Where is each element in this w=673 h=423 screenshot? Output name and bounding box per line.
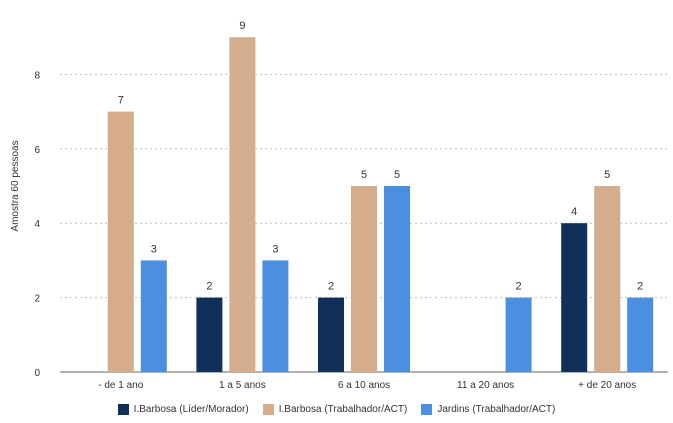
- x-tick-label: 11 a 20 anos: [457, 380, 514, 391]
- y-tick-label: 6: [34, 145, 40, 156]
- data-label: 3: [151, 243, 157, 255]
- legend-item-series-2: I.Barbosa (Trabalhador/ACT): [262, 404, 408, 415]
- bar: [196, 297, 223, 372]
- data-label: 7: [118, 95, 124, 107]
- bar: [561, 223, 588, 372]
- bar: [627, 297, 654, 372]
- legend-label-series-1: I.Barbosa (Líder/Morador): [133, 404, 249, 415]
- legend: I.Barbosa (Líder/Morador) I.Barbosa (Tra…: [0, 404, 673, 415]
- x-tick-label: 6 a 10 anos: [338, 380, 390, 391]
- legend-label-series-3: Jardins (Trabalhador/ACT): [437, 404, 556, 415]
- data-label: 5: [361, 169, 367, 181]
- data-label: 4: [571, 206, 577, 218]
- data-label: 2: [206, 281, 212, 293]
- data-label: 5: [604, 169, 610, 181]
- y-tick-label: 4: [34, 219, 40, 230]
- legend-swatch-series-2: [262, 404, 274, 415]
- x-tick-label: - de 1 ano: [98, 380, 143, 391]
- data-label: 3: [272, 243, 278, 255]
- legend-item-series-3: Jardins (Trabalhador/ACT): [421, 404, 555, 415]
- legend-label-series-2: I.Barbosa (Trabalhador/ACT): [278, 404, 408, 415]
- bar: [594, 186, 621, 372]
- data-label: 2: [637, 281, 643, 293]
- bar: [140, 260, 167, 372]
- legend-swatch-series-3: [421, 404, 433, 415]
- bar: [318, 297, 344, 372]
- x-tick-label: + de 20 anos: [578, 380, 636, 391]
- bar: [384, 186, 410, 372]
- y-tick-label: 2: [34, 294, 40, 305]
- y-tick-label: 8: [34, 70, 40, 81]
- data-label: 9: [239, 20, 245, 32]
- chart-plot: 0 2 4 6 8 Amostra 60 pessoas 7 3 - de 1 ano 2 9 3 1 …: [10, 20, 668, 391]
- x-tick-label: 1 a 5 anos: [219, 380, 266, 391]
- bar: [229, 37, 256, 372]
- bar: [107, 111, 134, 372]
- bar: [505, 297, 532, 372]
- bar: [262, 260, 289, 372]
- legend-swatch-series-1: [117, 404, 129, 415]
- data-label: 2: [328, 281, 334, 293]
- data-label: 5: [394, 169, 400, 181]
- legend-item-series-1: I.Barbosa (Líder/Morador): [117, 404, 249, 415]
- data-label: 2: [516, 281, 522, 293]
- y-axis-label: Amostra 60 pessoas: [10, 140, 21, 231]
- y-tick-label: 0: [34, 368, 40, 379]
- bar: [351, 186, 377, 372]
